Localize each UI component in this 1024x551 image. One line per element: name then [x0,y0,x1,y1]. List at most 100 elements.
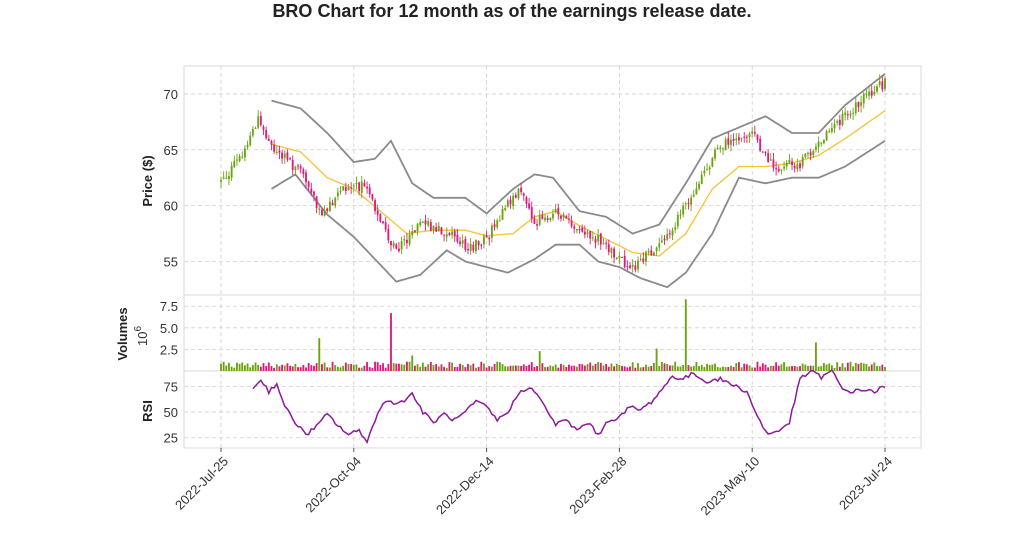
volume-bar [477,366,480,371]
volume-bar [398,363,400,371]
volume-bar [716,367,719,371]
candle-body [485,235,488,238]
volume-bar [302,364,305,371]
candle-body [254,127,257,129]
volume-bar [238,363,241,371]
candle-body [429,222,432,231]
candle-body [241,156,244,158]
volume-bar [344,362,347,371]
volume-bar [374,361,376,371]
candle-body [674,227,677,230]
candle-body [788,159,791,164]
volume-bar [735,363,738,371]
volume-bar [833,367,836,371]
x-tick-label: 2023-Feb-28 [566,454,629,517]
volume-bar [846,362,849,371]
candle-body [522,193,525,196]
candle-body [660,240,663,243]
candle-body [517,188,520,199]
volume-bar [504,366,507,371]
candle-body [339,191,342,193]
candle-body [676,214,679,227]
volume-bar [315,363,318,371]
volume-tick-label: 7.5 [160,299,178,314]
volume-bar [222,361,225,371]
candle-body [326,208,329,212]
candle-body [565,216,568,219]
volume-bar [291,366,294,371]
candle-body [629,265,631,268]
volume-bar [307,363,310,371]
volume-bar [740,367,743,371]
candle-body [472,244,475,251]
volume-bar [514,365,517,371]
volume-bar [573,365,576,371]
candle-body [610,248,613,253]
candle-body [501,208,504,220]
candle-body [464,238,467,250]
candle-body [368,187,371,195]
candle-body [730,139,732,145]
volume-bar [591,365,594,371]
volume-bar [711,364,714,371]
volume-bar [546,366,549,371]
candle-body [777,168,780,172]
volume-bar [350,364,353,371]
candle-body [342,186,345,191]
candle-body [360,181,363,193]
candle-body [320,209,323,216]
volume-bar [257,364,260,371]
volume-bar [512,365,515,371]
candle-body [884,78,886,89]
candle-body [445,234,448,237]
volume-bar [544,367,546,371]
candle-body [233,161,236,168]
volume-bar [236,362,238,371]
volume-bar [488,366,491,371]
bollinger-bands [271,73,886,289]
volume-bar [336,366,339,371]
volume-bar [565,366,568,371]
candle-body [440,227,443,235]
volume-bar [822,362,825,371]
candle-body [621,257,623,259]
volume-bar [706,363,708,371]
candle-body [251,129,254,136]
volume-bar [432,365,435,371]
volume-bar [405,361,408,371]
volume-bar [581,364,584,371]
volume-bar [647,366,650,371]
candle-body [756,134,759,141]
candle-body [780,169,783,171]
candle-body [222,177,225,179]
candle-body [475,239,477,252]
volume-bar [443,366,446,371]
candle-body [323,210,326,216]
volume-axis-label: Volumes [115,307,130,360]
volume-bar [663,363,666,371]
candle-body [395,244,398,249]
volume-bar [759,366,762,371]
candle-body [528,203,531,209]
volume-bar [637,363,639,371]
volume-bar [355,364,358,371]
volume-bar [429,361,432,371]
candle-body [743,136,746,138]
candle-body [334,198,337,207]
candle-body [493,224,496,227]
candle-body [868,91,870,96]
volume-bar [868,366,870,371]
candle-body [849,113,852,116]
volume-bar [655,348,658,371]
volume-bar [594,363,597,371]
volume-bar [517,365,520,371]
candle-body [618,255,621,259]
candle-body [753,132,756,134]
candle-body [655,247,658,251]
candle-body [637,260,639,270]
volume-bar [780,364,783,371]
candle-body [509,199,512,205]
candle-body [243,148,246,158]
